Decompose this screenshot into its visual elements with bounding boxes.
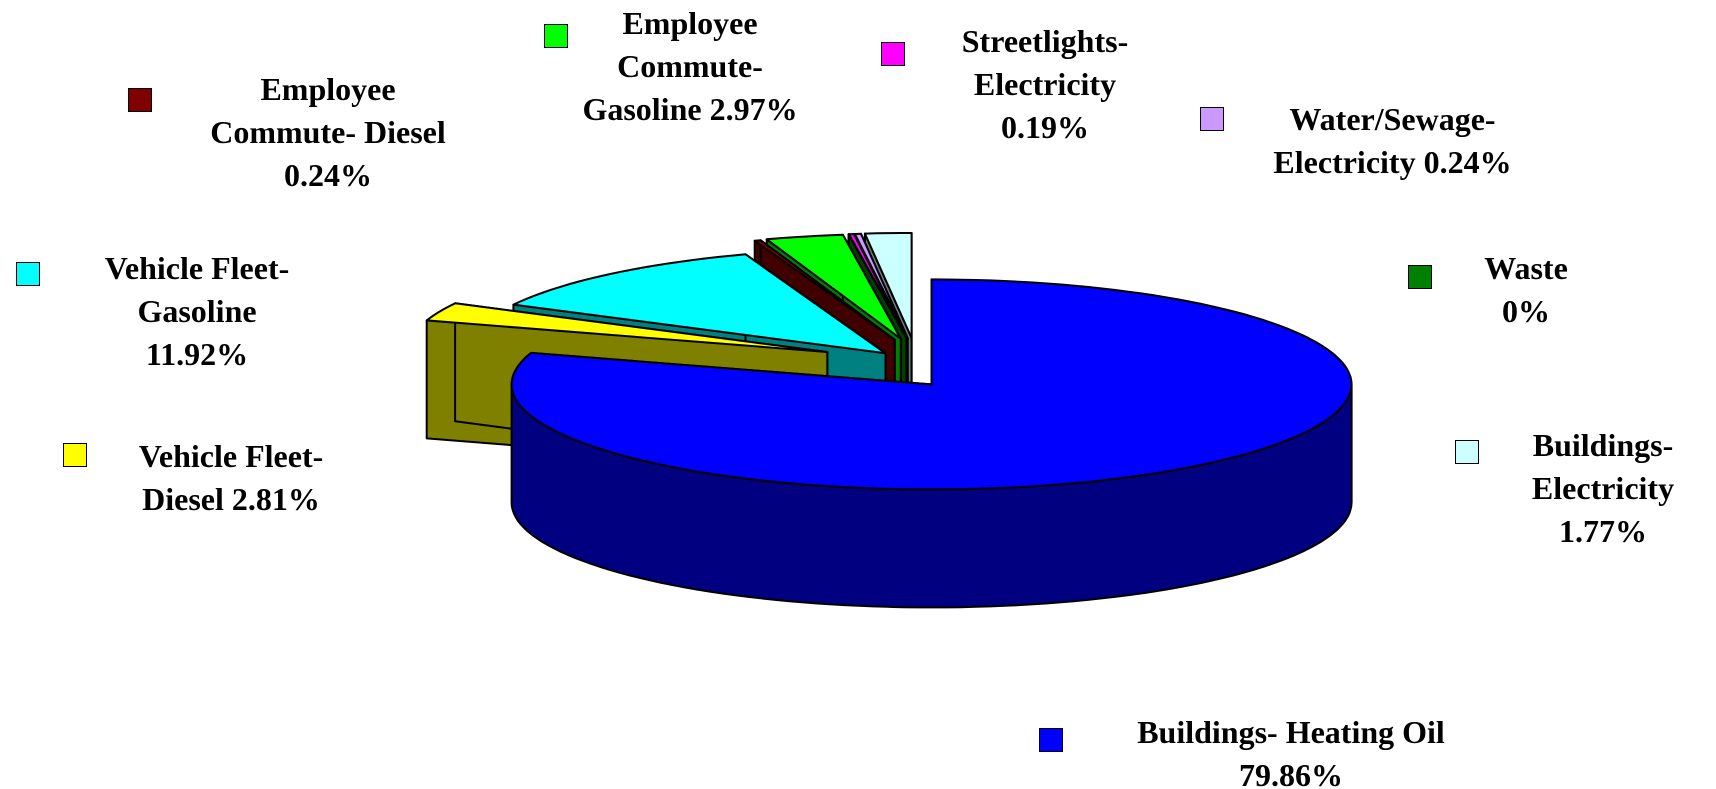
category-name: Vehicle Fleet- Diesel bbox=[138, 438, 324, 517]
value-label: 2.97% bbox=[709, 91, 798, 127]
slice-label: Buildings- Electricity 1.77% bbox=[1503, 424, 1703, 553]
slice bbox=[510, 278, 1353, 491]
category-name: Buildings- Heating Oil bbox=[1137, 714, 1445, 750]
legend-swatch bbox=[63, 443, 87, 467]
category-name: Buildings- Electricity bbox=[1531, 427, 1675, 506]
legend-swatch bbox=[1408, 265, 1432, 289]
slice-label: Employee Commute- Gasoline 2.97% bbox=[560, 2, 820, 131]
slice bbox=[847, 233, 908, 340]
slice bbox=[425, 302, 829, 353]
legend-swatch bbox=[881, 42, 905, 66]
slice bbox=[753, 239, 896, 341]
slice-label: Vehicle Fleet- Diesel 2.81% bbox=[95, 435, 367, 521]
legend-swatch bbox=[1455, 440, 1479, 464]
legend-swatch bbox=[1039, 728, 1063, 752]
slice-label: Employee Commute- Diesel 0.24% bbox=[193, 68, 463, 197]
slice-label: Water/Sewage- Electricity 0.24% bbox=[1225, 98, 1560, 184]
value-label: 0.19% bbox=[1001, 109, 1089, 145]
slice bbox=[863, 232, 913, 339]
value-label: 79.86% bbox=[1239, 757, 1343, 789]
value-label: 2.81% bbox=[231, 481, 320, 517]
value-label: 0.24% bbox=[1423, 144, 1512, 180]
value-label: 11.92% bbox=[145, 336, 249, 372]
slice-label: Vehicle Fleet- Gasoline 11.92% bbox=[57, 247, 337, 376]
category-name: Employee Commute- Diesel bbox=[210, 71, 446, 150]
category-name: Waste bbox=[1484, 250, 1568, 286]
category-name: Employee Commute- Gasoline bbox=[582, 5, 763, 127]
legend-swatch bbox=[544, 24, 568, 48]
legend-swatch bbox=[1200, 107, 1224, 131]
category-name: Water/Sewage- Electricity bbox=[1273, 101, 1496, 180]
legend-swatch bbox=[128, 88, 152, 112]
slice bbox=[512, 253, 887, 355]
slice-label: Streetlights- Electricity 0.19% bbox=[920, 20, 1170, 149]
category-name: Streetlights- Electricity bbox=[961, 23, 1129, 102]
value-label: 1.77% bbox=[1559, 513, 1647, 549]
legend-swatch bbox=[16, 262, 40, 286]
slice bbox=[765, 233, 902, 340]
slice-label: Buildings- Heating Oil 79.86% bbox=[1071, 711, 1511, 789]
slice-label: Waste 0% bbox=[1451, 247, 1601, 333]
category-name: Vehicle Fleet- Gasoline bbox=[104, 250, 290, 329]
value-label: 0.24% bbox=[284, 157, 372, 193]
value-label: 0% bbox=[1502, 293, 1550, 329]
